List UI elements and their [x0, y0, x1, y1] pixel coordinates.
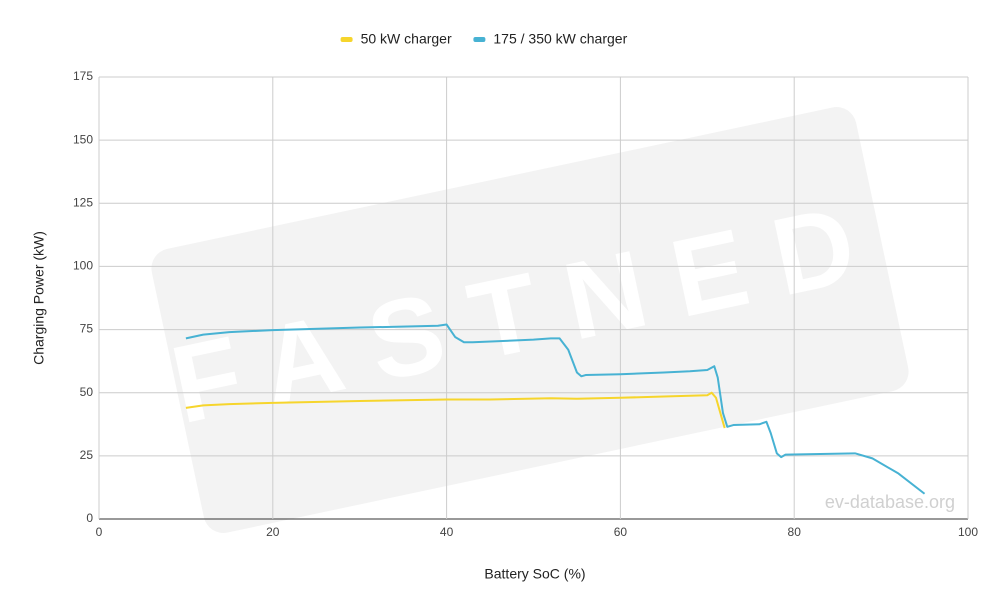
y-tick-label: 25 — [80, 448, 94, 462]
y-tick-label: 50 — [80, 385, 94, 399]
watermark: ev-database.org — [825, 492, 955, 512]
legend-label: 175 / 350 kW charger — [493, 31, 627, 47]
x-tick-label: 100 — [958, 525, 978, 539]
legend-label: 50 kW charger — [361, 31, 452, 47]
y-axis-label: Charging Power (kW) — [31, 231, 47, 365]
legend-swatch — [340, 37, 353, 42]
x-tick-label: 80 — [788, 525, 802, 539]
series-line — [185, 323, 926, 495]
x-axis-label: Battery SoC (%) — [484, 566, 585, 582]
watermark-badge — [151, 107, 909, 533]
x-tick-label: 0 — [96, 525, 103, 539]
y-tick-label: 175 — [73, 69, 93, 83]
y-tick-label: 100 — [73, 259, 93, 273]
series-line — [185, 391, 726, 429]
y-tick-label: 0 — [86, 511, 93, 525]
y-tick-label: 75 — [80, 322, 94, 336]
x-tick-label: 60 — [614, 525, 628, 539]
y-tick-label: 150 — [73, 132, 93, 146]
legend-swatch — [473, 37, 486, 42]
x-tick-label: 40 — [440, 525, 454, 539]
watermark-logo-group: FASTNED — [151, 107, 909, 533]
y-tick-label: 125 — [73, 195, 93, 209]
x-tick-label: 20 — [266, 525, 280, 539]
